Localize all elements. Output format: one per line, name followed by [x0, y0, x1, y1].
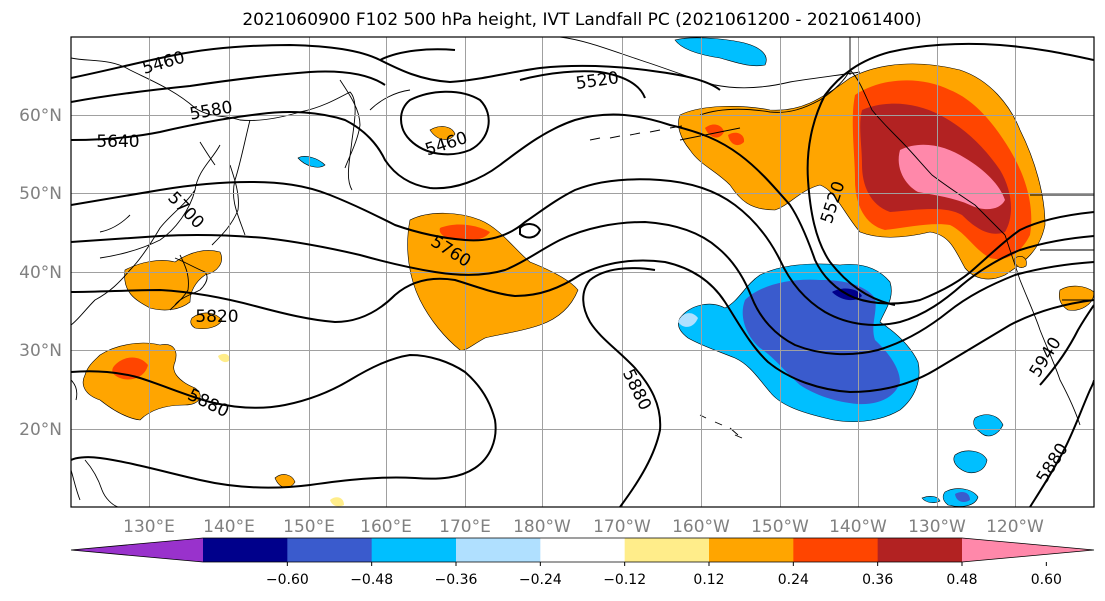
coast-kamchatka	[339, 79, 411, 169]
coast-hawaii	[699, 414, 743, 439]
longitude-axis: 130°E 140°E 150°E 160°E 170°E 180°W 170°…	[123, 517, 1044, 537]
contour-5700	[71, 178, 1094, 326]
colorbar-segment	[793, 538, 879, 562]
colorbar-extend-low	[71, 538, 203, 562]
height-contours	[71, 42, 1094, 507]
ivt-cyan-se1	[973, 414, 1004, 437]
ivt-orange-central	[407, 212, 579, 351]
contour-5880-west	[71, 353, 497, 489]
colorbar-tick-label: −0.60	[266, 572, 309, 588]
lon-label: 130°E	[123, 517, 175, 537]
ivt-yellow-misc	[218, 353, 230, 363]
coast-north-alaska	[559, 37, 861, 89]
colorbar-tick-label: 0.60	[1031, 572, 1062, 588]
contour-5520-north	[806, 42, 1094, 306]
map-area: 5460 5580 5640 5520 5460 5700 5760 5520 …	[71, 37, 1094, 507]
lon-label: 140°W	[829, 517, 887, 537]
contour-label: 5640	[96, 132, 139, 152]
lon-label: 150°E	[283, 517, 335, 537]
contour-5580	[71, 70, 386, 103]
graticule	[71, 37, 1094, 507]
lat-label: 40°N	[19, 263, 62, 283]
contour-5460-north	[71, 43, 721, 91]
contour-5880-east	[1029, 379, 1094, 507]
colorbar-segment	[877, 538, 963, 562]
colorbar-segment	[540, 538, 626, 562]
colorbar: −0.60 −0.48 −0.36 −0.24 −0.12 0.12 0.24 0.36 0.4…	[70, 537, 1095, 588]
contour-5760	[71, 220, 1094, 356]
ivt-cyan-se4	[921, 496, 941, 503]
colorbar-tick-label: 0.48	[946, 572, 977, 588]
contour-label: 5820	[195, 307, 238, 327]
lon-label: 160°E	[360, 517, 412, 537]
lat-label: 20°N	[19, 420, 62, 440]
ivt-blue-east-pacific	[742, 279, 900, 405]
colorbar-segment	[456, 538, 541, 562]
coast-aleutians	[589, 125, 683, 141]
contour-5940	[1039, 304, 1094, 386]
lon-label: 140°E	[203, 517, 255, 537]
lon-label: 170°E	[439, 517, 491, 537]
coastlines	[71, 37, 1094, 507]
colorbar-segment	[287, 538, 373, 562]
ivt-red-aleutian2	[728, 132, 745, 146]
ivt-blue-se3	[955, 492, 970, 502]
colorbar-segment	[371, 538, 457, 562]
contour-5880-central	[582, 267, 662, 507]
colorbar-segment	[203, 538, 288, 562]
coast-philippines	[71, 379, 119, 507]
ivt-orange-japan2	[190, 312, 223, 330]
contour-5460-low	[400, 90, 490, 156]
contour-5640	[71, 111, 1094, 305]
colorbar-tick-label: 0.24	[778, 572, 809, 588]
colorbar-outline	[70, 537, 1095, 563]
ivt-yellow-misc2	[330, 497, 344, 507]
contour-5500-small	[519, 223, 542, 239]
ivt-orange-misc3	[274, 474, 296, 488]
colorbar-tick-label: −0.24	[519, 572, 562, 588]
ivt-cyan-north	[674, 37, 767, 67]
colorbar-segment	[709, 538, 794, 562]
coast-canada-border	[849, 37, 1094, 301]
latitude-axis: 60°N 50°N 40°N 30°N 20°N	[19, 106, 62, 440]
contour-5520-mid	[379, 48, 646, 99]
colorbar-segment	[624, 538, 710, 562]
map-frame	[70, 36, 1095, 508]
contour-5820	[71, 259, 1094, 394]
colorbar-tick-label: −0.12	[603, 572, 646, 588]
ivt-cyan-se2	[953, 450, 988, 473]
ivt-orange-south	[82, 342, 201, 421]
lon-label: 120°W	[986, 517, 1044, 537]
lon-label: 130°W	[908, 517, 966, 537]
colorbar-tick-label: −0.48	[350, 572, 393, 588]
lon-label: 180°W	[513, 517, 571, 537]
lat-label: 50°N	[19, 184, 62, 204]
ivt-lightblue-edge	[678, 313, 698, 327]
ivt-red-central	[439, 224, 490, 241]
map-title: 2021060900 F102 500 hPa height, IVT Land…	[242, 10, 921, 30]
colorbar-tick-label: 0.12	[693, 572, 724, 588]
lon-label: 150°W	[751, 517, 809, 537]
lon-label: 160°W	[672, 517, 730, 537]
colorbar-extend-high	[962, 538, 1094, 562]
ivt-positive-shading	[82, 63, 1094, 507]
ivt-cyan-kamchatka	[297, 156, 326, 168]
colorbar-tick-label: −0.36	[435, 572, 478, 588]
colorbar-tick-label: 0.36	[862, 572, 893, 588]
lon-label: 170°W	[593, 517, 651, 537]
coast-alaska	[679, 69, 1081, 426]
lat-label: 60°N	[19, 106, 62, 126]
lat-label: 30°N	[19, 341, 62, 361]
ivt-orange-misc1	[429, 126, 456, 140]
